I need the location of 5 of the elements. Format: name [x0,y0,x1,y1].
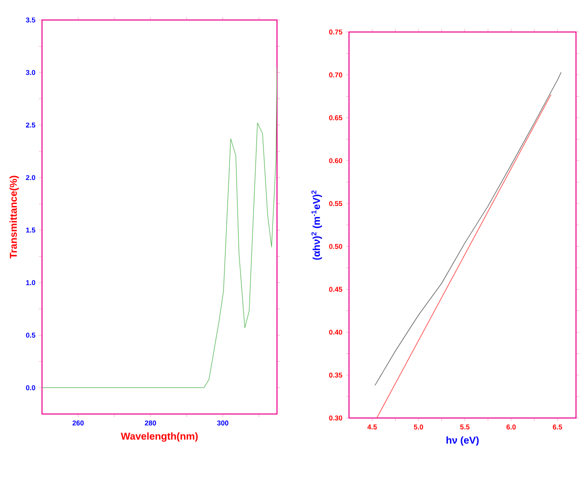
line-series [374,72,562,386]
x-axis-title: Wavelength(nm) [120,432,198,442]
x-axis-title: hν (eV) [446,436,479,446]
y-axis-title: Transmittance(%) [10,176,19,259]
y-axis-title: (αhν)$^{2}$ (m$^{-1}$eV)$^{2}$ [311,190,322,260]
